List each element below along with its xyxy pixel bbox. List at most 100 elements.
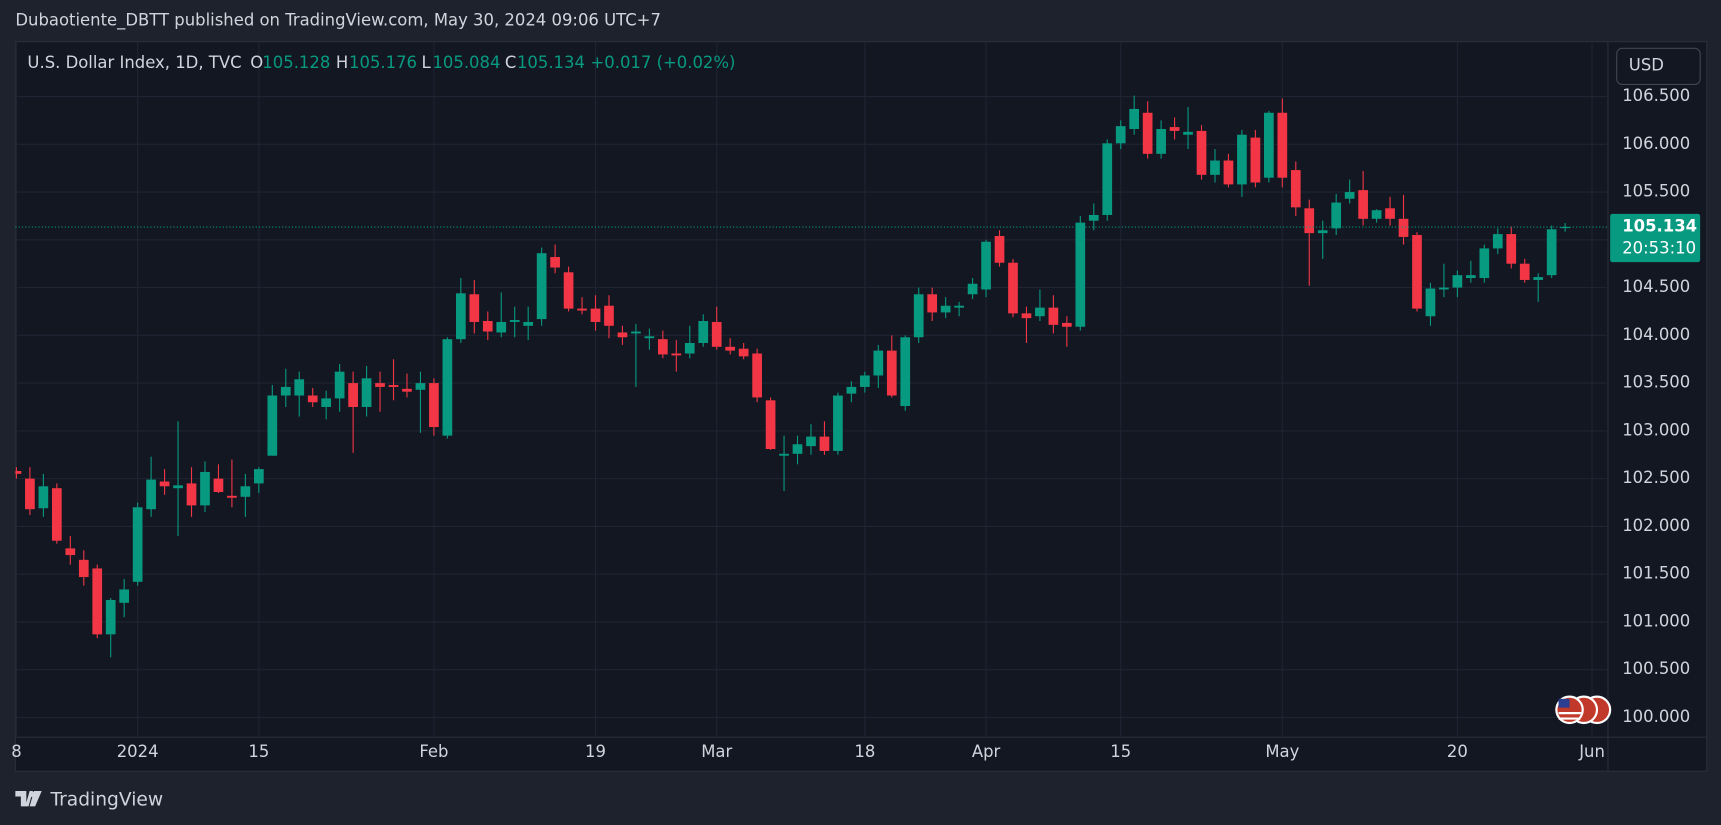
candle-body [1304,208,1315,234]
candle-body [361,378,372,407]
candle-body [15,470,22,474]
candle-body [550,257,560,268]
x-tick-label: 18 [854,742,875,761]
candle-body [1425,288,1436,317]
candle-body [725,346,736,351]
candle-body [1008,262,1018,314]
candle-body [1102,143,1113,215]
candle-body [1223,160,1234,185]
candle-body [698,321,709,343]
candle-body [132,507,143,582]
y-tick-label: 102.000 [1622,516,1690,535]
candle-body [684,342,695,354]
legend-label: C [505,53,516,72]
x-tick-label: Jun [1578,742,1605,761]
candle-body [509,320,520,322]
candle-body [146,479,156,510]
y-tick-label: 104.500 [1622,277,1690,296]
x-tick-label: May [1265,742,1299,761]
candle-body [994,235,1005,263]
candle-body [1317,230,1328,234]
y-tick-label: 106.500 [1622,86,1690,105]
candle-body [173,485,183,489]
candle-body [738,348,749,357]
candle-body [1035,307,1045,317]
candle-body [1412,235,1422,309]
candle-body [523,321,534,326]
candle-body [92,568,103,635]
y-tick-label: 102.500 [1622,468,1690,487]
candle-body [388,385,399,387]
y-tick-label: 104.000 [1622,325,1690,344]
candle-body [806,436,816,447]
candle-body [1156,129,1166,154]
candle-body [792,444,803,454]
candle-body [1506,234,1517,264]
candle-body [752,353,762,398]
candle-body [644,336,655,339]
candle-body [294,379,305,396]
legend-value: 105.084 [432,53,500,72]
y-tick-label: 103.500 [1622,373,1690,392]
candle-body [1250,137,1261,183]
x-tick-label: 15 [248,742,269,761]
candle-body [348,383,358,407]
candle-body [200,471,210,506]
y-tick-label: 101.000 [1622,611,1690,630]
axes: 100.000 100.500 101.000 101.500 102.000 102.5… [11,86,1701,761]
legend-value: 105.176 [349,53,417,72]
x-tick-label: 19 [585,742,606,761]
publisher-text: Dubaotiente_DBTT published on TradingVie… [15,10,661,30]
x-tick-label: 8 [11,742,21,761]
candle-body [280,386,291,396]
candle-body [1560,227,1570,229]
candle-body [1196,130,1207,175]
candle-body [38,486,49,509]
candle-body [469,294,480,322]
candle-body [321,398,332,407]
candle-body [415,383,426,390]
candle-body [186,483,197,506]
y-tick-label: 100.500 [1622,659,1690,678]
candle-body [1115,126,1126,144]
candle-body [577,308,587,311]
x-tick-label: Apr [972,742,1001,761]
candle-body [536,253,547,320]
candle-body [873,350,884,376]
candle-body [1062,322,1072,327]
currency-button[interactable] [1616,47,1701,86]
countdown-label: 20:53:10 [1622,238,1696,257]
candles [15,95,1608,658]
x-tick-label: 15 [1110,742,1131,761]
x-tick-label: 20 [1447,742,1468,761]
candle-body [1169,127,1180,131]
candle-body [1331,202,1342,229]
candle-body [65,548,76,556]
candle-body [981,241,991,290]
candle-body [334,371,345,399]
x-tick-label: 2024 [117,742,159,761]
candle-body [927,294,938,313]
candle-body [1088,214,1099,221]
legend-label: O [250,53,263,72]
candle-body [159,481,170,487]
event-flags[interactable] [1555,695,1612,725]
candle-body [240,486,251,497]
candle-body [25,478,35,510]
currency-label[interactable]: USD [1629,55,1664,74]
candle-body [455,293,466,340]
candle-body [900,337,911,407]
legend-change: +0.017 (+0.02%) [590,53,735,72]
candle-body [604,305,614,326]
candle-body [1183,131,1193,135]
overlay: U.S. Dollar Index, 1D, TVC O H L C 105.1… [15,47,1701,810]
candle-body [590,308,601,322]
candle-body [1358,190,1368,219]
candle-body [429,383,439,428]
candle-body [631,331,641,334]
candle-body [860,375,870,387]
candle-body [1385,208,1395,219]
candle-body [967,283,978,295]
candle-body [1398,218,1409,237]
